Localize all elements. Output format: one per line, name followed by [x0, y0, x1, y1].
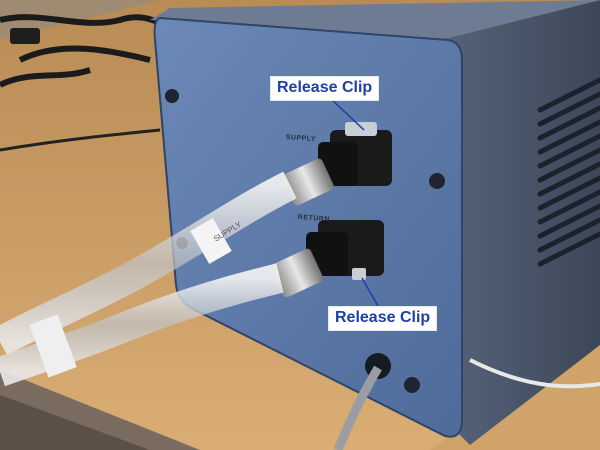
tube-tape: [190, 218, 232, 264]
release-clip-callout-bottom: Release Clip: [328, 306, 438, 331]
return-connector: [270, 220, 384, 298]
louvers: [537, 77, 600, 267]
supply-connector: [282, 122, 392, 206]
thin-cable: [0, 128, 161, 152]
panel-screw: [429, 173, 445, 189]
floor-dark: [0, 395, 150, 450]
front-panel: [153, 16, 463, 438]
callout-pointer: [329, 97, 365, 131]
white-cord: [469, 358, 600, 389]
gray-cable: [333, 365, 382, 450]
power-plug: [10, 28, 40, 44]
tube-tape: [29, 314, 77, 378]
panel-screw: [404, 377, 420, 393]
return-tube: [0, 263, 284, 387]
panel-screw: [165, 89, 179, 103]
release-clip-callout-top: Release Clip: [270, 76, 380, 101]
callout-pointer: [361, 277, 379, 307]
housing-top: [150, 0, 600, 40]
